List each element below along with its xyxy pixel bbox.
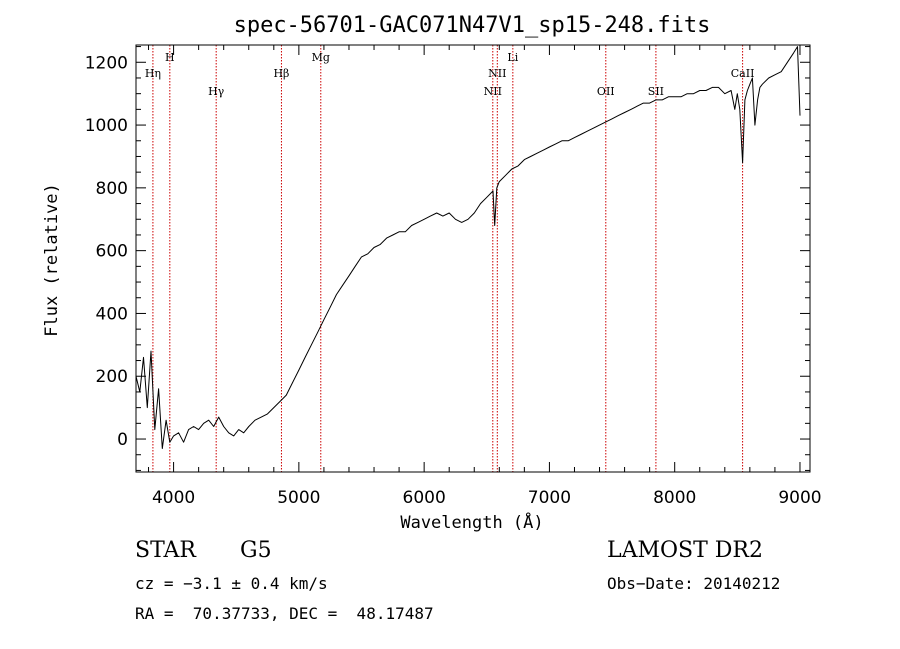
y-tick-label: 1000 xyxy=(85,116,128,136)
x-axis-label: Wavelength (Å) xyxy=(400,511,543,533)
line-marker-label: H xyxy=(165,51,175,64)
line-marker-label: SII xyxy=(648,85,664,98)
x-tick-label: 8000 xyxy=(653,488,696,508)
line-marker-label: CaII xyxy=(731,67,755,80)
x-axis-ticks: 4000 5000 6000 7000 8000 9000 xyxy=(148,45,822,508)
x-tick-label: 5000 xyxy=(277,488,320,508)
y-tick-label: 800 xyxy=(96,179,128,199)
redshift-velocity: cz = −3.1 ± 0.4 km/s xyxy=(135,574,328,593)
x-tick-label: 9000 xyxy=(778,488,821,508)
observation-date: Obs−Date: 20140212 xyxy=(607,574,781,593)
y-tick-label: 600 xyxy=(96,242,128,262)
y-axis-label: Flux (relative) xyxy=(42,183,62,337)
sky-coordinates: RA = 70.37733, DEC = 48.17487 xyxy=(135,604,434,623)
line-marker-label: NII xyxy=(488,67,506,80)
x-tick-label: 4000 xyxy=(152,488,195,508)
line-marker-label: NII xyxy=(484,85,502,98)
line-marker-label: Hγ xyxy=(208,85,225,98)
line-marker-label: OII xyxy=(597,85,615,98)
y-tick-label: 400 xyxy=(96,304,128,324)
chart-title: spec-56701-GAC071N47V1_sp15-248.fits xyxy=(234,13,711,38)
line-marker-label: Mg xyxy=(312,51,330,64)
object-class: STAR xyxy=(135,538,196,563)
line-marker-label: Hη xyxy=(145,67,161,80)
line-marker-label: Hβ xyxy=(273,67,289,80)
y-tick-label: 1200 xyxy=(85,53,128,73)
object-subclass: G5 xyxy=(240,538,272,563)
plot-frame xyxy=(135,44,811,473)
y-tick-label: 0 xyxy=(117,430,128,450)
spectrum-series-line xyxy=(135,46,801,449)
survey-name: LAMOST DR2 xyxy=(607,538,763,563)
y-tick-label: 200 xyxy=(96,367,128,387)
x-tick-label: 7000 xyxy=(528,488,571,508)
line-marker-label: Li xyxy=(507,51,518,64)
x-tick-label: 6000 xyxy=(403,488,446,508)
y-axis-ticks: 0 200 400 600 800 1000 1200 xyxy=(85,46,810,471)
